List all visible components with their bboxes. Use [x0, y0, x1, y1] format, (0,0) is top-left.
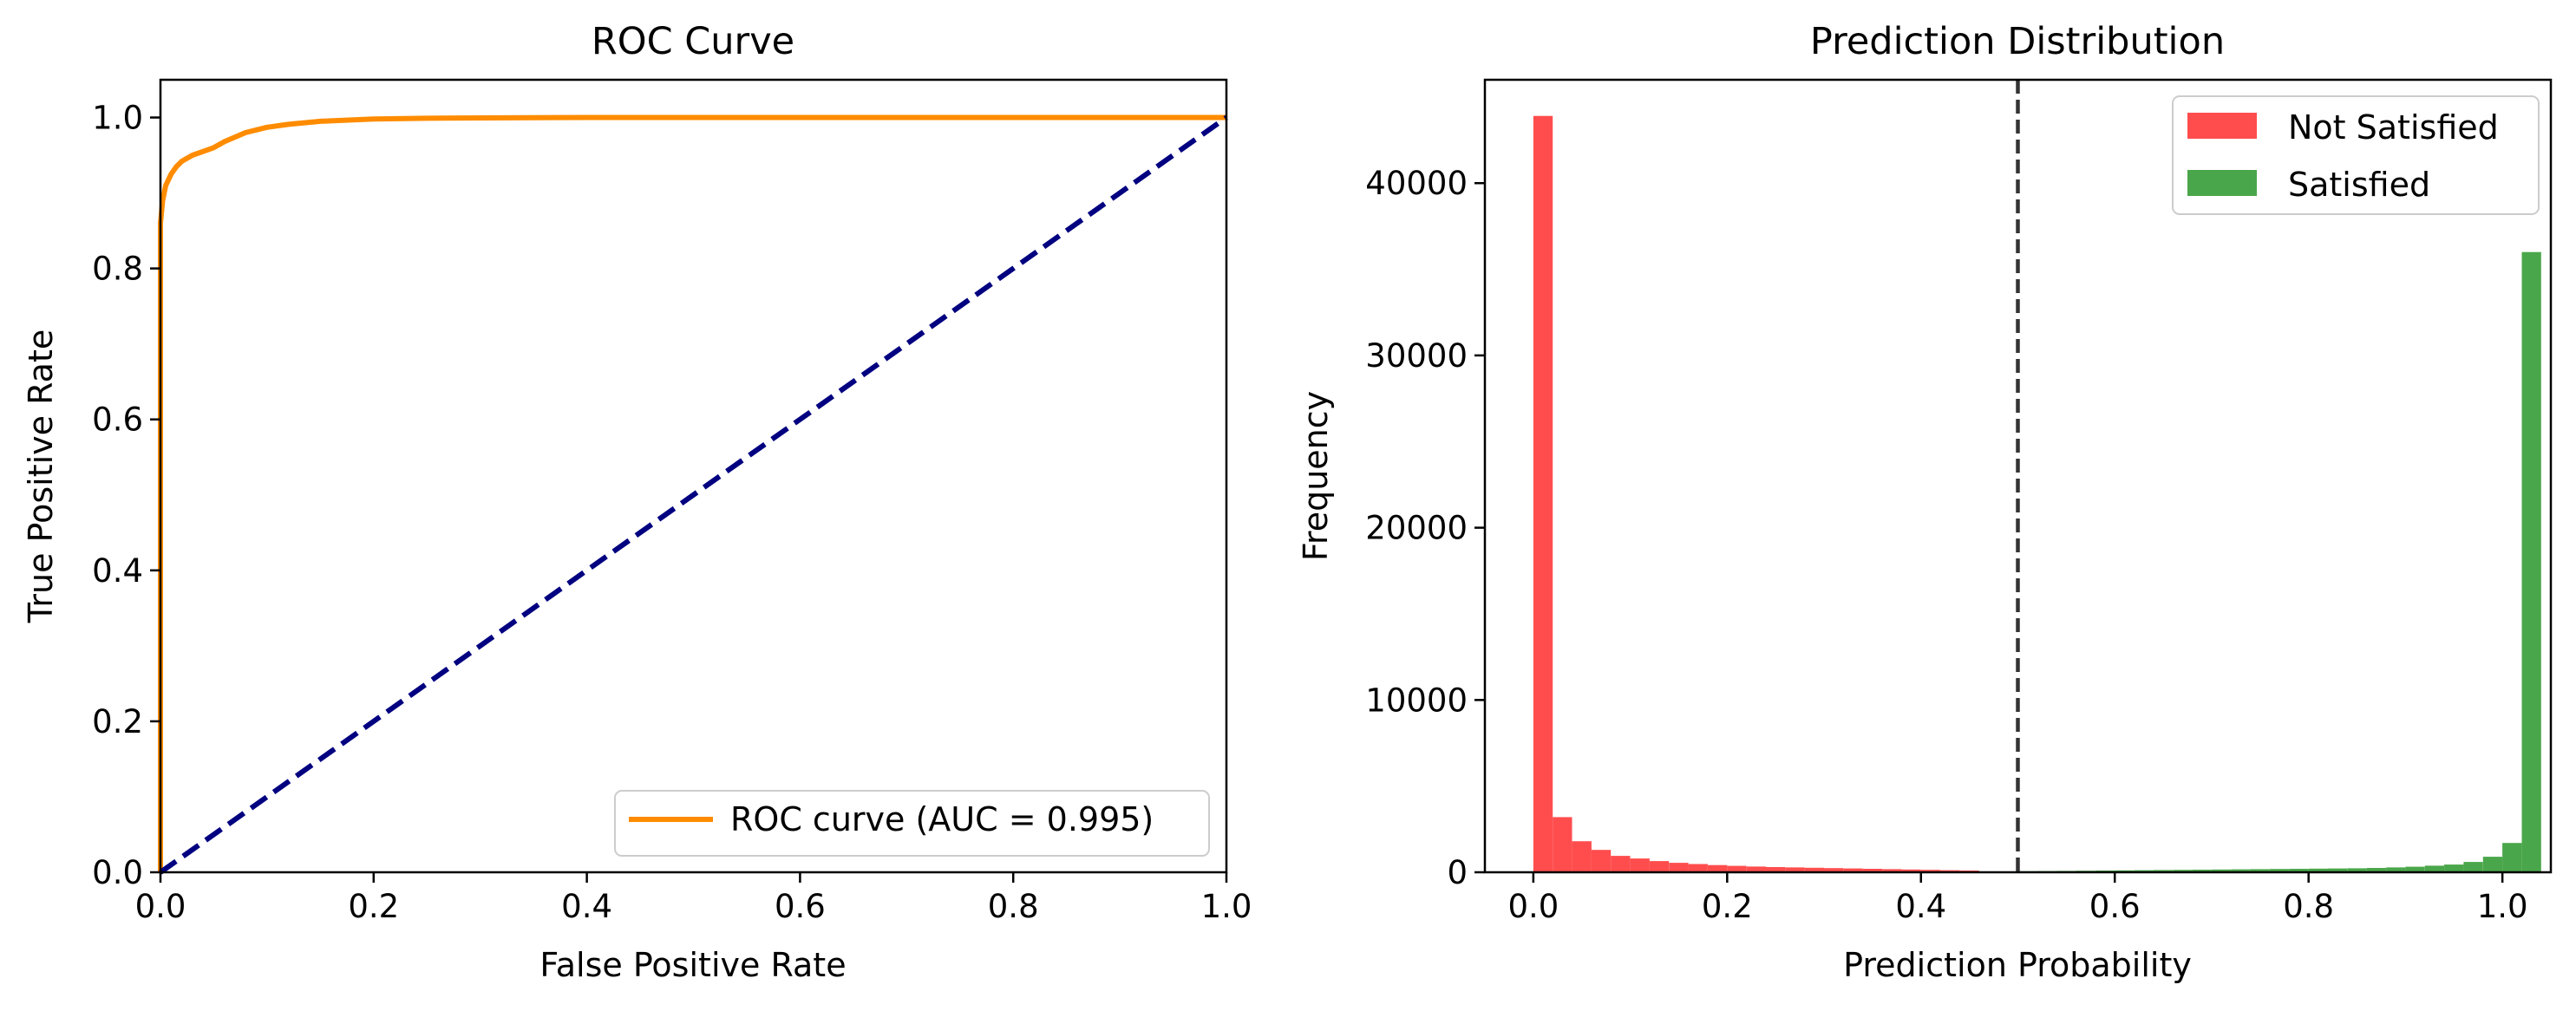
histogram-panel: Prediction Distribution 0.0 0.2 0.4 0.6 0.8 1…: [1297, 20, 2553, 984]
roc-x-tick-label: 0.6: [775, 888, 826, 925]
histogram-x-tick-label: 0.4: [1895, 888, 1946, 925]
bar-satisfied: [2153, 870, 2174, 872]
random-baseline-line: [159, 115, 1228, 875]
bar-satisfied: [2444, 864, 2464, 872]
bar-not-satisfied: [1669, 863, 1689, 872]
bar-satisfied: [2347, 868, 2367, 872]
bar-satisfied: [2463, 862, 2483, 872]
bar-satisfied: [2250, 869, 2270, 872]
roc-legend: ROC curve (AUC = 0.995): [614, 790, 1210, 857]
roc-y-ticks: 0.0 0.2 0.4 0.6 0.8 1.0: [92, 100, 160, 891]
histogram-y-tick-label: 10000: [1365, 682, 1468, 719]
histogram-y-tick-label: 0: [1447, 854, 1468, 891]
roc-curve-line: [158, 114, 1226, 872]
bar-satisfied: [2173, 870, 2193, 872]
bar-not-satisfied: [1708, 864, 1728, 872]
bar-not-satisfied: [1727, 865, 1747, 872]
histogram-y-tick-label: 20000: [1365, 510, 1468, 547]
roc-x-tick-label: 0.0: [135, 888, 186, 925]
histogram-y-axis-label: Frequency: [1297, 391, 1335, 561]
bar-not-satisfied: [1611, 856, 1631, 872]
roc-y-tick-label: 1.0: [92, 100, 143, 137]
bar-satisfied: [2366, 868, 2386, 872]
bar-satisfied: [2289, 869, 2309, 872]
histogram-x-tick-label: 0.0: [1507, 888, 1559, 925]
roc-axes-frame: [159, 78, 1228, 874]
bar-not-satisfied: [1843, 868, 1863, 872]
roc-y-axis-label: True Positive Rate: [22, 329, 60, 624]
histogram-y-tick-label: 40000: [1365, 165, 1468, 202]
bar-not-satisfied: [1766, 867, 1786, 872]
histogram-y-ticks: 0 10000 20000 30000 40000: [1365, 165, 1485, 891]
bar-satisfied: [2231, 869, 2251, 872]
bar-not-satisfied: [1630, 858, 1650, 872]
roc-y-tick-label: 0.2: [92, 703, 143, 740]
bar-satisfied: [2386, 867, 2406, 872]
bar-satisfied: [2424, 865, 2445, 872]
bar-satisfied: [2192, 870, 2212, 872]
roc-y-tick-label: 0.8: [92, 251, 143, 288]
bar-satisfied: [2212, 869, 2232, 872]
roc-x-ticks: 0.0 0.2 0.4 0.6 0.8 1.0: [135, 872, 1252, 925]
histogram-x-tick-label: 0.6: [2089, 888, 2141, 925]
bar-not-satisfied: [1533, 115, 1553, 872]
bar-satisfied: [2521, 251, 2541, 872]
bar-not-satisfied: [1553, 817, 1572, 872]
roc-y-tick-label: 0.0: [92, 854, 143, 891]
histogram-legend-box: [2172, 95, 2540, 215]
roc-legend-box: [614, 790, 1210, 857]
histogram-x-ticks: 0.0 0.2 0.4 0.6 0.8 1.0: [1507, 872, 2528, 925]
bar-not-satisfied: [1920, 870, 1941, 872]
roc-panel: ROC Curve 0.0 0.2 0.4 0.6 0.8 1.0 0.00.20.40.…: [22, 20, 1252, 984]
bar-not-satisfied: [1785, 867, 1805, 872]
roc-y-tick-label: 0.4: [92, 552, 143, 590]
bar-not-satisfied: [1862, 869, 1882, 872]
bar-satisfied: [2308, 868, 2328, 872]
bar-satisfied: [2482, 857, 2503, 872]
bar-not-satisfied: [1591, 850, 1612, 872]
histogram-x-tick-label: 0.2: [1702, 888, 1753, 925]
roc-y-tick-label: 0.6: [92, 401, 143, 439]
legend-swatch-satisfied: [2187, 170, 2257, 196]
bar-not-satisfied: [1688, 864, 1708, 872]
roc-title: ROC Curve: [592, 20, 794, 63]
histogram-axes-frame: [1483, 78, 2553, 874]
bar-not-satisfied: [1882, 869, 1902, 872]
bar-not-satisfied: [1746, 866, 1766, 872]
histogram-y-tick-label: 30000: [1365, 337, 1468, 375]
legend-label-satisfied: Satisfied: [2288, 166, 2430, 204]
bar-not-satisfied: [1572, 841, 1592, 872]
bar-satisfied: [2502, 843, 2522, 872]
histogram-plot-area: [1533, 80, 2541, 872]
histogram-title: Prediction Distribution: [1810, 20, 2225, 63]
histogram-x-tick-label: 1.0: [2477, 888, 2528, 925]
roc-plot-area: [158, 114, 1228, 875]
histogram-x-tick-label: 0.8: [2283, 888, 2334, 925]
roc-x-axis-label: False Positive Rate: [539, 946, 846, 984]
legend-label-not-satisfied: Not Satisfied: [2288, 108, 2499, 147]
histogram-x-axis-label: Prediction Probability: [1843, 946, 2192, 984]
histogram-legend: Not Satisfied Satisfied: [2172, 95, 2540, 215]
roc-x-tick-label: 0.8: [988, 888, 1039, 925]
bar-not-satisfied: [1824, 868, 1844, 872]
roc-x-tick-label: 1.0: [1201, 888, 1252, 925]
roc-x-tick-label: 0.2: [348, 888, 399, 925]
roc-x-tick-label: 0.4: [561, 888, 612, 925]
bar-satisfied: [2270, 869, 2290, 872]
bar-not-satisfied: [1649, 861, 1670, 872]
bar-not-satisfied: [1901, 869, 1921, 872]
bar-not-satisfied: [1804, 867, 1824, 872]
roc-legend-label: ROC curve (AUC = 0.995): [730, 800, 1154, 838]
bar-satisfied: [2328, 868, 2348, 872]
legend-swatch-not-satisfied: [2187, 113, 2257, 139]
bar-satisfied: [2405, 866, 2425, 872]
